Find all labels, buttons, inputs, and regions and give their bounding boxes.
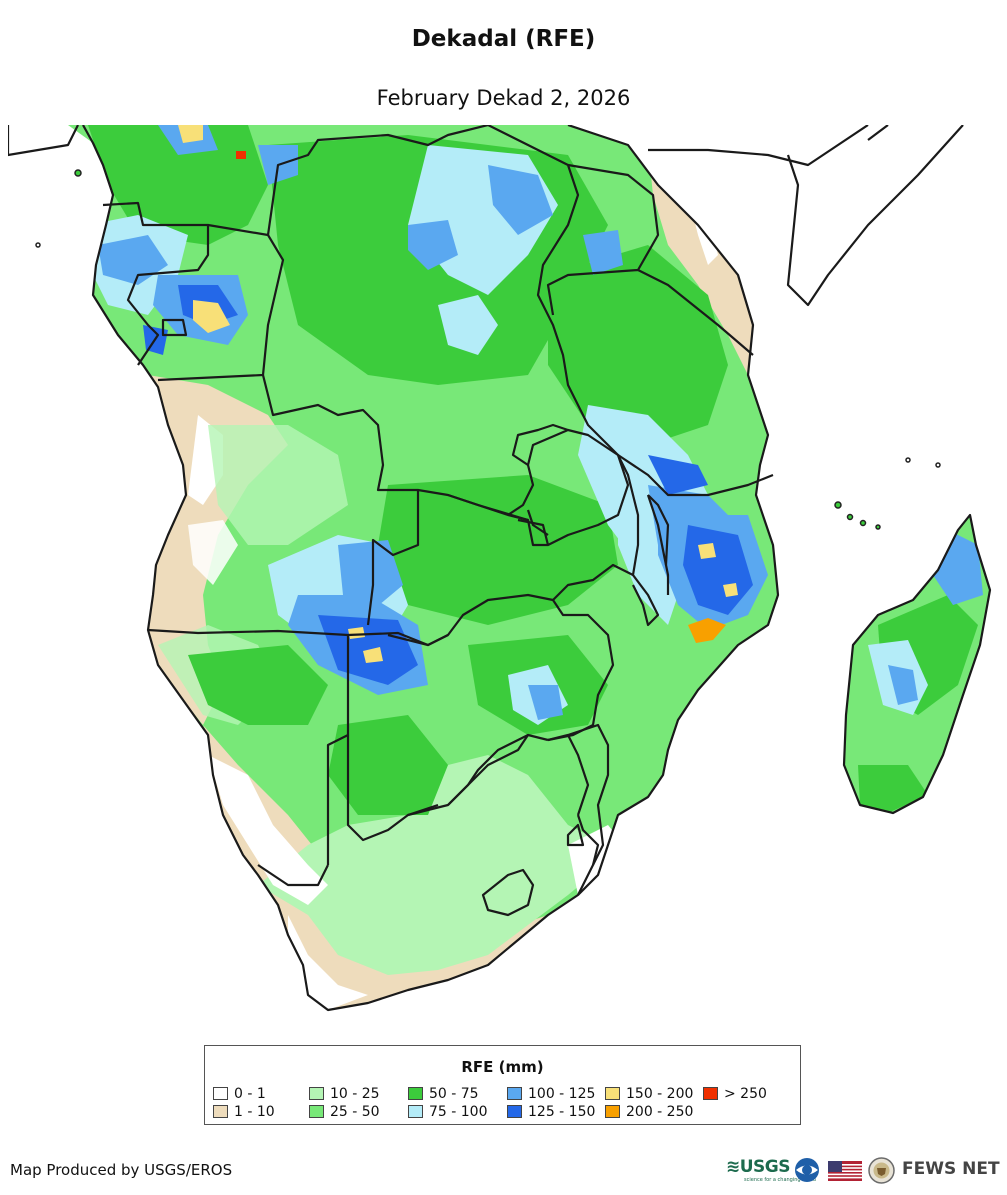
- legend-swatch: [408, 1087, 423, 1100]
- legend: RFE (mm) 0 - 1 1 - 10 10 - 25 25 - 50 50…: [204, 1045, 801, 1125]
- madagascar-rainfall: [844, 515, 990, 813]
- map-subtitle: February Dekad 2, 2026: [376, 86, 631, 110]
- legend-item: 125 - 150: [507, 1104, 595, 1120]
- legend-label: > 250: [724, 1086, 767, 1102]
- legend-swatch: [507, 1105, 522, 1118]
- legend-title: RFE (mm): [461, 1058, 544, 1076]
- legend-label: 1 - 10: [234, 1104, 275, 1120]
- legend-swatch: [605, 1087, 620, 1100]
- legend-item: 200 - 250: [605, 1104, 693, 1120]
- legend-swatch: [507, 1087, 522, 1100]
- legend-label: 150 - 200: [626, 1086, 694, 1102]
- legend-item: 25 - 50: [309, 1104, 380, 1120]
- legend-swatch: [213, 1105, 228, 1118]
- legend-swatch: [605, 1105, 620, 1118]
- usgs-logo: ≋USGS: [726, 1157, 791, 1177]
- legend-label: 100 - 125: [528, 1086, 596, 1102]
- legend-item: 1 - 10: [213, 1104, 275, 1120]
- legend-item: 50 - 75: [408, 1086, 479, 1102]
- legend-label: 25 - 50: [330, 1104, 380, 1120]
- legend-label: 75 - 100: [429, 1104, 488, 1120]
- rainfall-map: [8, 125, 992, 1012]
- noaa-logo-icon: [795, 1158, 819, 1182]
- legend-swatch: [703, 1087, 718, 1100]
- legend-swatch: [213, 1087, 228, 1100]
- us-flag-icon: [828, 1161, 862, 1181]
- legend-label: 200 - 250: [626, 1104, 694, 1120]
- agency-logos: ≋USGS science for a changing world FEWS …: [722, 1153, 1002, 1187]
- comoros-islands: [35, 169, 941, 530]
- legend-label: 125 - 150: [528, 1104, 596, 1120]
- legend-swatch: [408, 1105, 423, 1118]
- country-borders: [8, 125, 992, 1012]
- map-title: Dekadal (RFE): [411, 26, 596, 52]
- legend-label: 10 - 25: [330, 1086, 380, 1102]
- legend-item: 10 - 25: [309, 1086, 380, 1102]
- legend-item: 0 - 1: [213, 1086, 266, 1102]
- legend-label: 0 - 1: [234, 1086, 266, 1102]
- state-department-seal-icon: [868, 1157, 895, 1184]
- legend-item: 100 - 125: [507, 1086, 595, 1102]
- legend-item: 75 - 100: [408, 1104, 488, 1120]
- africa-rainfall: [8, 125, 778, 1010]
- legend-swatch: [309, 1105, 324, 1118]
- legend-label: 50 - 75: [429, 1086, 479, 1102]
- usgs-tagline: science for a changing world: [744, 1177, 816, 1183]
- legend-item: 150 - 200: [605, 1086, 693, 1102]
- legend-swatch: [309, 1087, 324, 1100]
- legend-item: > 250: [703, 1086, 767, 1102]
- map-credit: Map Produced by USGS/EROS: [10, 1161, 233, 1179]
- fews-net-logo: FEWS NET: [902, 1159, 1000, 1179]
